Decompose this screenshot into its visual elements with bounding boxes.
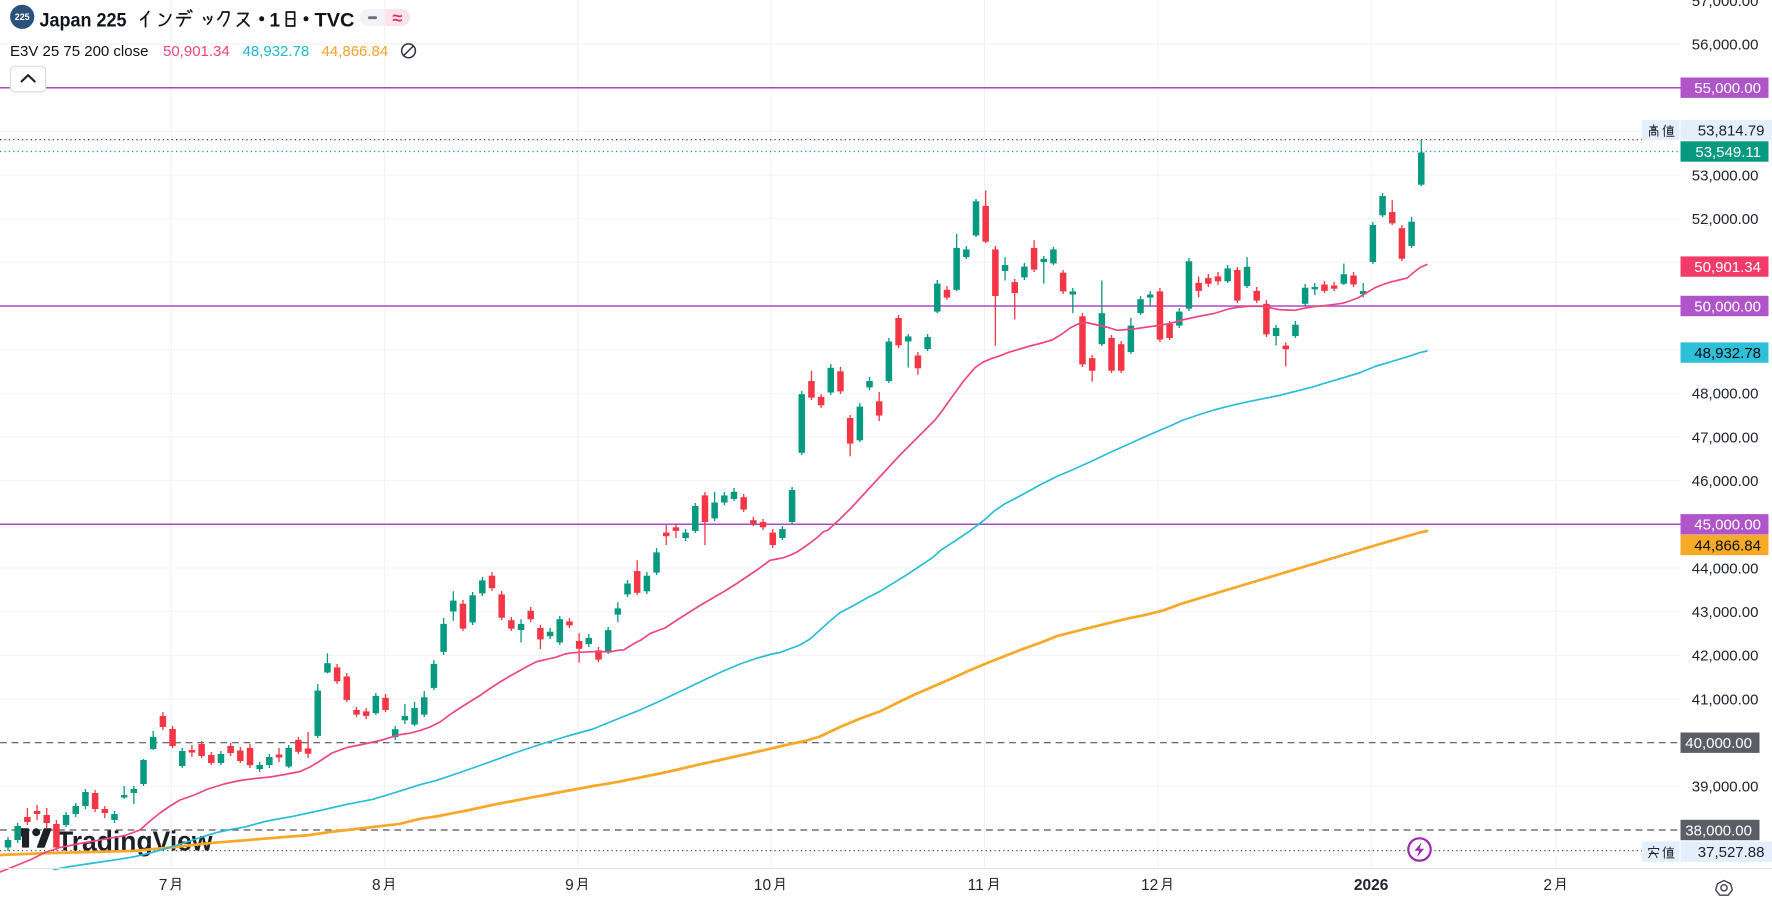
svg-text:50,000.00: 50,000.00 bbox=[1694, 298, 1761, 315]
svg-text:37,527.88: 37,527.88 bbox=[1698, 844, 1765, 861]
svg-text:11: 11 bbox=[968, 877, 984, 894]
svg-text:43,000.00: 43,000.00 bbox=[1692, 604, 1759, 621]
svg-text:12: 12 bbox=[1141, 877, 1158, 894]
svg-text:52,000.00: 52,000.00 bbox=[1692, 211, 1759, 228]
svg-text:50,901.34: 50,901.34 bbox=[163, 43, 230, 60]
svg-text:53,549.11: 53,549.11 bbox=[1695, 144, 1761, 161]
svg-text:9: 9 bbox=[565, 877, 574, 894]
svg-text:57,000.00: 57,000.00 bbox=[1692, 0, 1759, 10]
svg-text:48,932.78: 48,932.78 bbox=[243, 43, 310, 60]
svg-text:56,000.00: 56,000.00 bbox=[1692, 36, 1759, 53]
svg-text:2026: 2026 bbox=[1354, 877, 1389, 894]
svg-text:53,814.79: 53,814.79 bbox=[1698, 122, 1765, 139]
svg-text:225: 225 bbox=[15, 12, 30, 22]
svg-text:44,000.00: 44,000.00 bbox=[1692, 560, 1759, 577]
svg-text:50,901.34: 50,901.34 bbox=[1694, 259, 1761, 276]
svg-text:45,000.00: 45,000.00 bbox=[1694, 517, 1761, 534]
svg-text:1: 1 bbox=[270, 10, 281, 31]
svg-text:47,000.00: 47,000.00 bbox=[1692, 429, 1759, 446]
svg-text:Japan 225: Japan 225 bbox=[40, 10, 127, 31]
svg-text:55,000.00: 55,000.00 bbox=[1694, 80, 1761, 97]
svg-text:≈: ≈ bbox=[392, 8, 402, 28]
svg-text:44,866.84: 44,866.84 bbox=[322, 43, 389, 60]
svg-text:48,932.78: 48,932.78 bbox=[1694, 345, 1761, 362]
svg-text:E3V 25 75 200 close: E3V 25 75 200 close bbox=[10, 43, 148, 60]
svg-text:8: 8 bbox=[372, 877, 381, 894]
svg-text:10: 10 bbox=[754, 877, 772, 894]
svg-text:44,866.84: 44,866.84 bbox=[1694, 537, 1761, 554]
svg-text:2: 2 bbox=[1543, 877, 1552, 894]
svg-text:40,000.00: 40,000.00 bbox=[1685, 735, 1752, 752]
svg-text:46,000.00: 46,000.00 bbox=[1692, 473, 1759, 490]
svg-text:48,000.00: 48,000.00 bbox=[1692, 386, 1759, 403]
svg-text:41,000.00: 41,000.00 bbox=[1692, 691, 1759, 708]
svg-text:39,000.00: 39,000.00 bbox=[1692, 779, 1759, 796]
svg-text:38,000.00: 38,000.00 bbox=[1685, 822, 1752, 839]
svg-text:53,000.00: 53,000.00 bbox=[1692, 167, 1759, 184]
svg-text:7: 7 bbox=[159, 877, 168, 894]
svg-text:TVC: TVC bbox=[315, 10, 355, 31]
svg-text:42,000.00: 42,000.00 bbox=[1692, 648, 1759, 665]
